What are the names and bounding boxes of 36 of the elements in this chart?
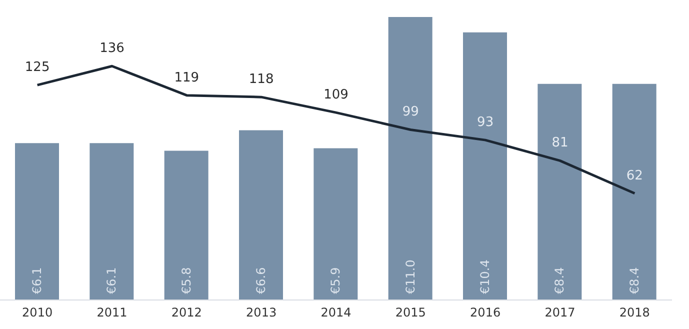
data-label: €6.1 bbox=[30, 267, 44, 294]
x-tick-label: 2013 bbox=[246, 306, 277, 320]
data-label: €8.4 bbox=[552, 267, 567, 294]
data-label: 125 bbox=[24, 60, 50, 76]
data-label: €6.1 bbox=[104, 267, 119, 294]
x-tick-label: 2014 bbox=[320, 306, 352, 320]
bar bbox=[90, 143, 134, 300]
data-label: €5.8 bbox=[179, 267, 194, 294]
x-tick-label: 2010 bbox=[22, 306, 53, 320]
data-label: €11.0 bbox=[403, 260, 418, 294]
x-tick-label: 2015 bbox=[395, 306, 426, 320]
x-tick-label: 2016 bbox=[470, 306, 501, 320]
bar bbox=[15, 143, 59, 300]
bar bbox=[239, 130, 283, 300]
data-label: 119 bbox=[174, 70, 200, 86]
data-label: 136 bbox=[100, 41, 124, 56]
bar bbox=[314, 148, 358, 300]
x-tick-label: 2012 bbox=[171, 306, 202, 320]
data-label: €8.4 bbox=[627, 267, 642, 294]
bar bbox=[164, 150, 208, 300]
data-label: €10.4 bbox=[478, 260, 492, 294]
data-label: 99 bbox=[402, 104, 419, 120]
data-label: 81 bbox=[552, 136, 568, 151]
bar bbox=[463, 32, 507, 300]
data-label: 62 bbox=[626, 168, 643, 184]
x-tick-label: 2017 bbox=[544, 306, 576, 320]
data-label: 109 bbox=[324, 88, 348, 103]
x-tick-label: 2011 bbox=[96, 306, 128, 320]
data-label: €5.9 bbox=[328, 267, 343, 294]
data-label: €6.6 bbox=[254, 267, 268, 294]
bar bbox=[612, 84, 656, 300]
data-label: 93 bbox=[477, 115, 494, 130]
bar bbox=[388, 17, 432, 300]
bar bbox=[538, 84, 582, 300]
data-label: 118 bbox=[248, 72, 274, 88]
x-tick-label: 2018 bbox=[619, 306, 650, 320]
